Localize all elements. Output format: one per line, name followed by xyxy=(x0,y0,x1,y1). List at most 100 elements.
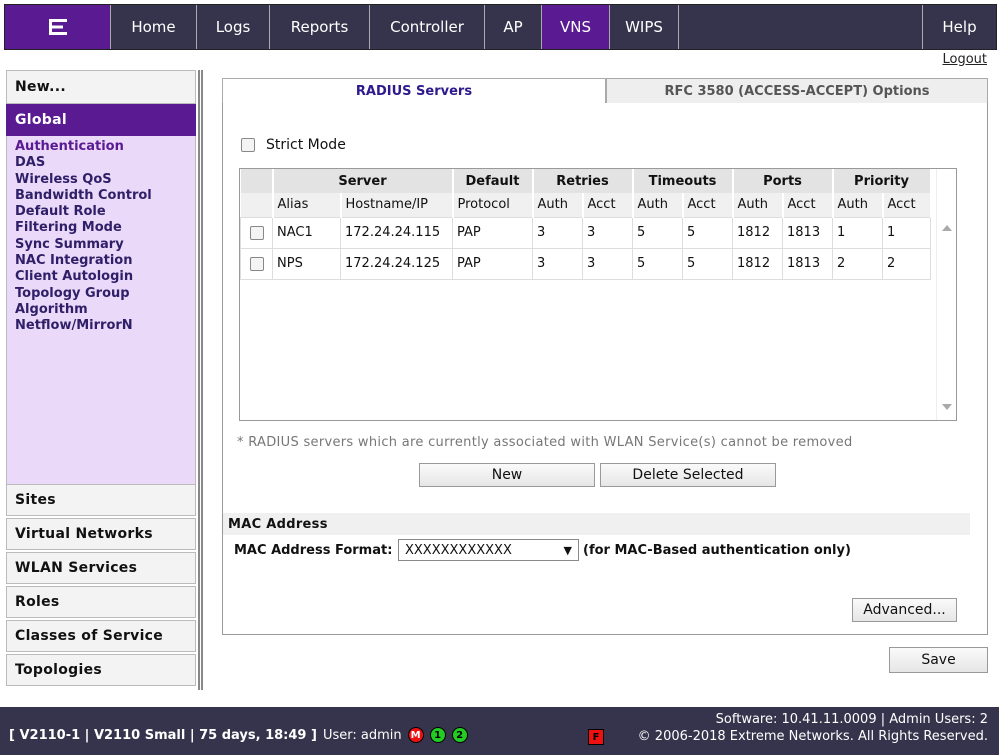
cell-protocol: PAP xyxy=(452,216,533,249)
flag-f-icon[interactable]: F xyxy=(588,729,604,745)
nav-help[interactable]: Help xyxy=(942,18,977,36)
save-button[interactable]: Save xyxy=(889,647,988,673)
cell-retries-auth: 3 xyxy=(532,247,583,280)
mac-address-section-title: MAC Address xyxy=(223,513,970,535)
header-retries: Retries xyxy=(532,169,634,193)
sidebar-classes-of-service[interactable]: Classes of Service xyxy=(6,620,196,652)
tab-rfc3580-options[interactable]: RFC 3580 (ACCESS-ACCEPT) Options xyxy=(606,78,988,104)
table-scrollbar[interactable] xyxy=(936,169,956,420)
mac-format-note: (for MAC-Based authentication only) xyxy=(583,543,851,558)
cell-ports-auth: 1812 xyxy=(732,247,783,280)
col-retries-acct: Acct xyxy=(582,193,634,217)
header-select xyxy=(240,169,274,193)
nav-controller[interactable]: Controller xyxy=(370,5,485,49)
extreme-logo-icon xyxy=(48,19,67,35)
col-priority-auth: Auth xyxy=(832,193,884,217)
col-priority-acct: Acct xyxy=(882,193,932,217)
strict-mode-checkbox[interactable] xyxy=(241,138,255,152)
status-1-icon[interactable]: 1 xyxy=(429,727,446,743)
sidebar-item-bandwidth-control[interactable]: Bandwidth Control xyxy=(15,187,152,203)
top-navigation: Home Logs Reports Controller AP VNS WIPS… xyxy=(4,4,997,50)
header-timeouts: Timeouts xyxy=(632,169,734,193)
sidebar-virtual-networks[interactable]: Virtual Networks xyxy=(6,518,196,550)
footer-info: Software: 10.41.11.0009 | Admin Users: 2… xyxy=(638,711,988,745)
nav-ap[interactable]: AP xyxy=(485,5,542,49)
cell-hostname: 172.24.24.115 xyxy=(340,216,453,249)
status-footer: [ V2110-1 | V2110 Small | 75 days, 18:49… xyxy=(0,707,999,755)
col-timeouts-auth: Auth xyxy=(632,193,684,217)
radius-panel: Strict Mode Server Default Retries Timeo… xyxy=(222,103,988,635)
cell-timeouts-auth: 5 xyxy=(632,247,683,280)
sidebar-divider xyxy=(198,70,203,690)
sidebar-sites[interactable]: Sites xyxy=(6,484,196,516)
mac-format-label: MAC Address Format: xyxy=(234,543,393,558)
subheader-select xyxy=(240,193,274,217)
delete-selected-button[interactable]: Delete Selected xyxy=(600,463,776,487)
cell-retries-acct: 3 xyxy=(582,216,633,249)
new-server-button[interactable]: New xyxy=(419,463,595,487)
nav-vns[interactable]: VNS xyxy=(542,5,610,49)
sidebar-item-authentication[interactable]: Authentication xyxy=(15,139,124,154)
header-default: Default xyxy=(452,169,534,193)
row-checkbox[interactable] xyxy=(249,225,264,240)
logout-link[interactable]: Logout xyxy=(942,52,987,67)
sidebar-wlan-services[interactable]: WLAN Services xyxy=(6,552,196,584)
scroll-down-arrow-icon[interactable] xyxy=(942,404,952,410)
software-version: Software: 10.41.11.0009 | Admin Users: 2 xyxy=(715,712,988,727)
col-protocol: Protocol xyxy=(452,193,534,217)
server-grid: Server Default Retries Timeouts Ports Pr… xyxy=(240,169,932,280)
mac-format-select[interactable]: XXXXXXXXXXXX ▼ xyxy=(398,539,579,561)
sidebar-item-algorithm[interactable]: Algorithm xyxy=(15,301,88,317)
nav-spacer xyxy=(679,5,923,49)
nav-reports[interactable]: Reports xyxy=(270,5,370,49)
table-row[interactable]: NAC1 172.24.24.115 PAP 3 3 5 5 1812 1813… xyxy=(240,216,931,249)
sidebar-roles[interactable]: Roles xyxy=(6,586,196,618)
header-server: Server xyxy=(272,169,454,193)
cell-timeouts-acct: 5 xyxy=(682,247,733,280)
cell-priority-acct: 1 xyxy=(882,216,931,249)
alarm-m-icon[interactable]: M xyxy=(407,727,424,743)
nav-wips[interactable]: WIPS xyxy=(610,5,679,49)
mac-format-value: XXXXXXXXXXXX xyxy=(405,542,512,558)
sidebar-topologies[interactable]: Topologies xyxy=(6,654,196,686)
cell-alias: NAC1 xyxy=(272,216,341,249)
sidebar-item-wireless-qos[interactable]: Wireless QoS xyxy=(15,171,112,187)
cell-timeouts-auth: 5 xyxy=(632,216,683,249)
cell-retries-acct: 3 xyxy=(582,247,633,280)
sidebar-item-nac-integration[interactable]: NAC Integration xyxy=(15,253,133,269)
status-2-icon[interactable]: 2 xyxy=(451,727,468,743)
sidebar-item-client-autologin[interactable]: Client Autologin xyxy=(15,269,134,285)
sidebar-item-sync-summary[interactable]: Sync Summary xyxy=(15,236,124,252)
strict-mode-control[interactable]: Strict Mode xyxy=(241,137,346,153)
nav-logs[interactable]: Logs xyxy=(197,5,270,49)
advanced-button[interactable]: Advanced... xyxy=(852,598,957,622)
sidebar-item-default-role[interactable]: Default Role xyxy=(15,204,106,220)
col-alias: Alias xyxy=(272,193,342,217)
footer-status: [ V2110-1 | V2110 Small | 75 days, 18:49… xyxy=(9,727,468,743)
cell-ports-acct: 1813 xyxy=(782,247,833,280)
sidebar-item-das[interactable]: DAS xyxy=(15,155,46,171)
col-retries-auth: Auth xyxy=(532,193,584,217)
sidebar-item-netflow-mirrorn[interactable]: Netflow/MirrorN xyxy=(15,318,133,334)
cell-priority-acct: 2 xyxy=(882,247,931,280)
user-info: User: admin xyxy=(322,727,402,743)
strict-mode-label: Strict Mode xyxy=(266,137,346,153)
row-checkbox[interactable] xyxy=(249,256,264,271)
sidebar-item-topology-group[interactable]: Topology Group xyxy=(15,285,130,301)
cell-priority-auth: 2 xyxy=(832,247,883,280)
extreme-logo[interactable] xyxy=(5,5,111,49)
global-submenu: Authentication DAS Wireless QoS Bandwidt… xyxy=(6,136,196,484)
sidebar-item-filtering-mode[interactable]: Filtering Mode xyxy=(15,220,122,236)
sidebar-new-button[interactable]: New... xyxy=(6,70,196,104)
cell-ports-auth: 1812 xyxy=(732,216,783,249)
tab-radius-servers[interactable]: RADIUS Servers xyxy=(222,78,606,104)
sidebar-global[interactable]: Global xyxy=(6,104,196,136)
cell-timeouts-acct: 5 xyxy=(682,216,733,249)
radius-server-table: Server Default Retries Timeouts Ports Pr… xyxy=(239,168,957,421)
table-row[interactable]: NPS 172.24.24.125 PAP 3 3 5 5 1812 1813 … xyxy=(240,247,931,280)
scroll-up-arrow-icon[interactable] xyxy=(942,225,952,231)
cell-hostname: 172.24.24.125 xyxy=(340,247,453,280)
dropdown-arrow-icon: ▼ xyxy=(563,544,572,557)
cell-retries-auth: 3 xyxy=(532,216,583,249)
nav-home[interactable]: Home xyxy=(111,5,197,49)
